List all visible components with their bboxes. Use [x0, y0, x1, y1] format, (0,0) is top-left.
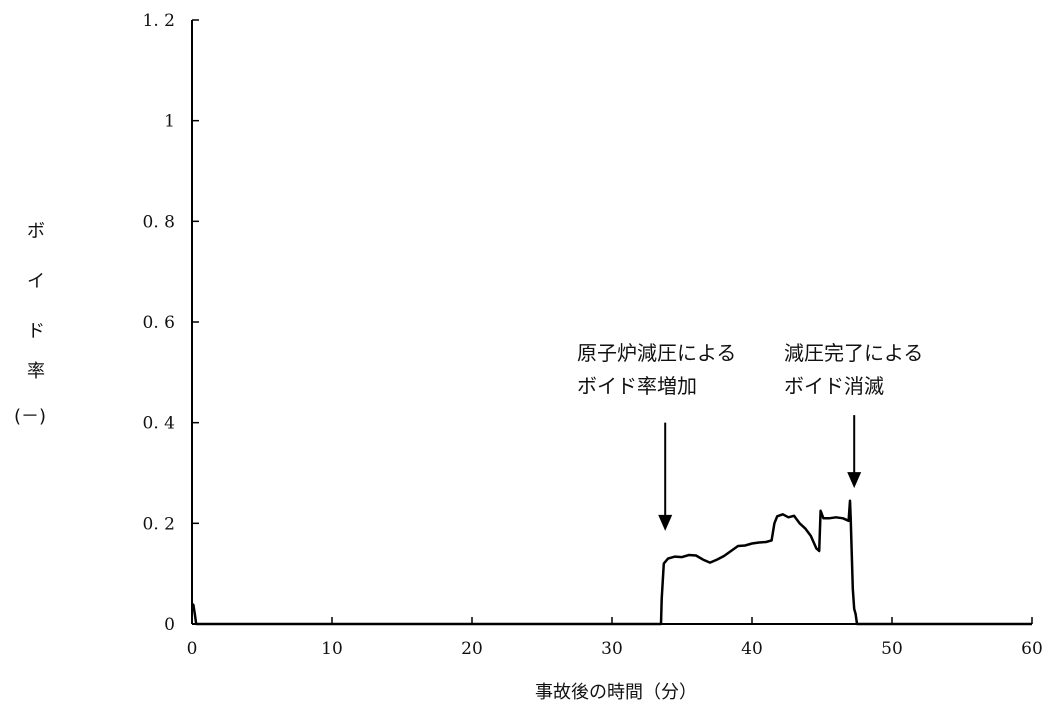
y-tick-label-0: 0 [164, 615, 175, 635]
annotation-1-line-0: 減圧完了による [784, 341, 923, 365]
y-tick-label-2: 0. 4 [143, 414, 175, 434]
ticks [191, 19, 1033, 625]
y-axis-title: ボイド率 (－) [14, 221, 46, 427]
x-tick-label-4: 40 [741, 639, 763, 659]
annotation-0-line-1: ボイド率増加 [577, 374, 697, 398]
x-axis-title: 事故後の時間（分） [535, 682, 697, 703]
series-line-void-fraction [191, 499, 1032, 626]
annotation-0-arrow-head [658, 514, 673, 531]
x-tick-label-1: 10 [321, 639, 343, 659]
x-tick-label-5: 50 [881, 639, 903, 659]
x-tick-label-2: 20 [461, 639, 483, 659]
y-axis-title-char-4: (－) [14, 406, 46, 427]
annotation-1-line-1: ボイド消滅 [784, 374, 884, 398]
y-tick-label-6: 1. 2 [143, 11, 175, 31]
y-tick-label-1: 0. 2 [143, 514, 175, 534]
y-axis-title-char-3: 率 [27, 361, 45, 382]
x-tick-labels: 0 10 20 30 40 50 60 [187, 639, 1043, 659]
x-tick-label-6: 60 [1021, 639, 1043, 659]
y-axis-title-char-0: ボ [27, 221, 45, 242]
y-tick-labels: 0 0. 2 0. 4 0. 6 0. 8 1 1. 2 [143, 11, 175, 635]
y-tick-label-4: 0. 8 [143, 212, 175, 232]
annotation-1-arrow-head [847, 472, 862, 489]
y-tick-label-3: 0. 6 [143, 313, 175, 333]
y-axis-title-char-1: イ [27, 271, 45, 292]
x-tick-label-3: 30 [601, 639, 623, 659]
y-tick-label-5: 1 [164, 112, 175, 132]
y-axis-title-char-2: ド [27, 321, 45, 342]
annotation-0-line-0: 原子炉減圧による [577, 341, 736, 365]
x-tick-label-0: 0 [187, 639, 198, 659]
